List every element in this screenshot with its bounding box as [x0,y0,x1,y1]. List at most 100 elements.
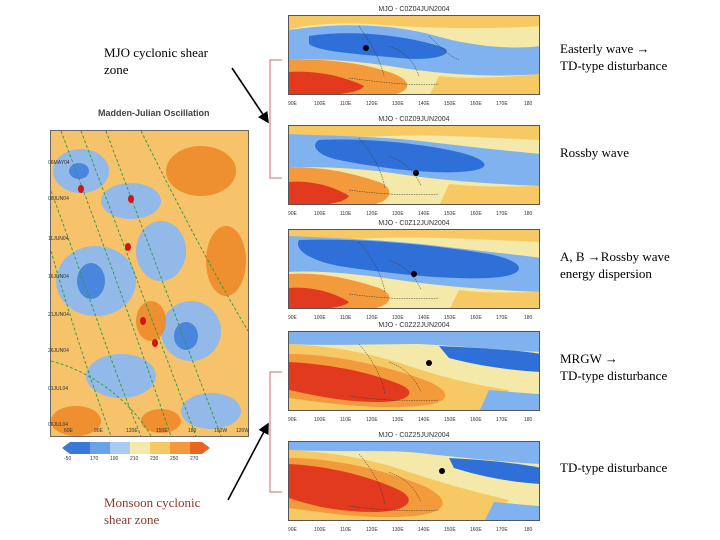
panel3-annotation: A, B →Rossby wave energy dispersion [560,249,670,281]
left-map-orange-field [51,146,246,436]
panel-x-label: 140E [418,417,430,423]
panel-x-label: 150E [444,527,456,533]
panel-x-label: 100E [314,101,326,107]
panel-x-label: 110E [340,211,352,217]
panel-x-label: 150E [444,417,456,423]
colorbar-label: -50 [64,456,72,462]
panel-x-axis-1: 90E 100E 110E 120E 130E 140E 150E 160E 1… [288,101,540,107]
x-label: 120E [126,428,138,434]
panel-x-label: 110E [340,101,352,107]
y-label: 11JUN04 [48,236,69,242]
panel-x-label: 150E [444,211,456,217]
mjo-shear-zone-label: MJO cyclonic shear zone [104,45,208,77]
panel2-annotation: Rossby wave [560,145,629,160]
panel-x-label: 180 [524,101,533,107]
y-label: 21JUN04 [48,312,69,318]
panel-x-label: 170E [496,211,508,217]
panel-x-label: 100E [314,315,326,321]
panel-x-label: 180 [524,527,533,533]
colorbar-label: 250 [170,456,179,462]
panel-x-label: 180 [524,417,533,423]
y-label: 06MAY04 [48,160,70,166]
panel-map [288,331,540,411]
left-map-markers [78,185,158,347]
panel-x-label: 140E [418,527,430,533]
panel-x-label: 110E [340,417,352,423]
colorbar-label: 170 [90,456,99,462]
monsoon-bracket [269,371,282,493]
colorbar-label: 210 [130,456,139,462]
y-label: 06JUL04 [48,422,69,428]
panel-x-label: 100E [314,527,326,533]
panel-x-axis-4: 90E 100E 110E 120E 130E 140E 150E 160E 1… [288,417,540,423]
panel-x-label: 100E [314,417,326,423]
panel-x-label: 180 [524,211,533,217]
panel-x-label: 120E [366,211,378,217]
panel-x-label: 90E [288,417,297,423]
left-map-contours [51,131,248,436]
panel-map [288,125,540,205]
panel-map [288,441,540,521]
panel1-annotation: Easterly wave → TD-type disturbance [560,41,668,73]
panel5-annotation: TD-type disturbance [560,460,668,475]
y-label: 01JUL04 [48,386,69,392]
y-label: 06JUN04 [48,196,69,202]
disturbance-marker [426,360,432,366]
panel-x-label: 120E [366,101,378,107]
panel-x-axis-5: 90E 100E 110E 120E 130E 140E 150E 160E 1… [288,527,540,533]
panel-x-label: 130E [392,417,404,423]
disturbance-marker [439,468,445,474]
panel-x-label: 160E [470,417,482,423]
x-label: 60E [64,428,73,434]
panel-map [288,15,540,95]
x-label: 150W [214,428,228,434]
y-label: 16JUN04 [48,274,69,280]
panel4-annotation: MRGW → TD-type disturbance [560,351,668,383]
panel-map [288,229,540,309]
mjo-arrow [231,67,269,124]
panel-title: MJO - C0Z04JUN2004 [378,6,450,13]
panel-title: MJO - C0Z09JUN2004 [378,116,450,123]
panel-x-label: 100E [314,211,326,217]
panel-x-axis-2: 90E 100E 110E 120E 130E 140E 150E 160E 1… [288,211,540,217]
colorbar-label: 270 [190,456,199,462]
panel-x-label: 170E [496,315,508,321]
left-map-title: Madden-Julian Oscillation [98,108,210,118]
panel-x-label: 90E [288,527,297,533]
disturbance-marker [411,271,417,277]
mjo-hovmoller-map: Madden-Julian Oscillation [48,108,250,458]
monsoon-shear-zone-label: Monsoon cyclonic shear zone [104,495,201,527]
panel-x-label: 170E [496,527,508,533]
panel-x-label: 140E [418,211,430,217]
colorbar: -50 170 190 210 230 250 270 [62,442,210,464]
panel-x-label: 140E [418,315,430,321]
panel-x-label: 160E [470,527,482,533]
panel-x-label: 130E [392,101,404,107]
panel-x-label: 160E [470,315,482,321]
panel-x-label: 110E [340,527,352,533]
disturbance-marker [363,45,369,51]
left-map-plot [50,130,249,437]
panel-x-axis-3: 90E 100E 110E 120E 130E 140E 150E 160E 1… [288,315,540,321]
panel-x-label: 140E [418,101,430,107]
left-map-deep-blue [69,163,198,350]
x-label: 120W [236,428,250,434]
x-label: 180 [188,428,197,434]
x-label: 90E [94,428,103,434]
panel-x-label: 150E [444,101,456,107]
panel-x-label: 90E [288,315,297,321]
x-label: 150E [156,428,168,434]
colorbar-label: 190 [110,456,119,462]
panel-x-label: 160E [470,211,482,217]
panel-x-label: 90E [288,101,297,107]
panel-x-label: 120E [366,417,378,423]
panel-x-label: 130E [392,211,404,217]
panel-x-label: 180 [524,315,533,321]
monsoon-arrow [227,422,269,501]
panel-x-label: 120E [366,315,378,321]
panel-x-label: 160E [470,101,482,107]
mjo-bracket [269,59,282,179]
panel-x-label: 130E [392,315,404,321]
panel-x-label: 170E [496,417,508,423]
